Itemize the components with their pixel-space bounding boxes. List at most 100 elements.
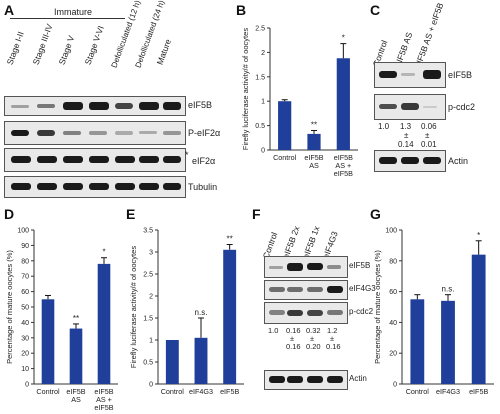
panel-c-blot: Control eIF5B AS eIF5B AS + eIF5B eIF5B … <box>368 0 500 205</box>
lane-label: Stage III-IV <box>30 22 55 67</box>
y-tick-label: 0.5 <box>255 123 265 130</box>
y-tick-label: 3 <box>149 250 153 257</box>
y-tick-label: 2.5 <box>255 26 265 33</box>
quant-pm: ± <box>404 131 409 140</box>
quant-value: 1.0 <box>268 326 279 335</box>
y-tick-label: 1 <box>261 99 265 106</box>
y-tick-label: 50 <box>21 305 29 312</box>
lane-label: Stage V <box>56 34 77 66</box>
quant-value: 0.01 <box>421 140 437 149</box>
lane-label: eIF5B AS + eIF5B <box>412 1 446 69</box>
y-tick-label: 40 <box>389 320 397 327</box>
panel-a-group-label: Immature <box>54 7 93 17</box>
y-tick-label: 2.5 <box>143 272 153 279</box>
y-tick-label: 3.5 <box>143 228 153 235</box>
x-tick-label: eIF5B <box>334 153 353 162</box>
blot-strip <box>4 121 186 145</box>
quant-value: 1.2 <box>327 326 338 335</box>
y-tick-label: 0 <box>261 148 265 155</box>
bar <box>165 340 179 384</box>
y-axis-label: Percentage of mature oocytes (%) <box>5 250 14 364</box>
bar <box>278 101 292 150</box>
y-tick-label: 1.5 <box>143 316 153 323</box>
blot-strip <box>374 94 446 120</box>
bar <box>441 300 455 384</box>
blot-row-label: P-eIF2α <box>188 128 221 138</box>
bar <box>194 337 208 384</box>
quant-value: 0.20 <box>306 342 321 351</box>
blot-strip <box>4 176 186 198</box>
x-tick-label: Control <box>273 153 297 162</box>
panel-label-g: G <box>370 206 381 222</box>
significance-label: ** <box>311 120 317 129</box>
quant-value: 0.14 <box>398 140 414 149</box>
y-tick-label: 60 <box>389 289 397 296</box>
quant-value: 0.16 <box>286 342 301 351</box>
blot-row-label: eIF5B <box>188 100 213 110</box>
bar <box>471 254 486 384</box>
lane-label: Stage I-II <box>4 30 26 67</box>
panel-label-e: E <box>126 206 136 222</box>
y-axis-label: Percentage of mature oocytes (%) <box>373 250 382 364</box>
y-tick-label: 0 <box>25 382 29 389</box>
quant-pm: ± <box>330 334 335 343</box>
blot-row-label: eIF5B <box>448 70 473 80</box>
lane-label: eIF5B 1x <box>300 224 322 260</box>
y-axis-label: Firefly luciferase activity/# of oocytes <box>241 28 250 150</box>
blot-strip <box>374 150 446 172</box>
bar <box>307 133 321 150</box>
blot-strip <box>4 148 186 172</box>
x-tick-label: eIF5B <box>334 169 353 178</box>
quant-pm: ± <box>425 131 430 140</box>
blot-strip <box>264 302 348 324</box>
panel-label-d: D <box>4 206 15 222</box>
chart-d: 0 10 20 30 40 50 60 70 80 90 100 Percentage of matu… <box>5 228 118 412</box>
significance-label: * <box>342 34 345 43</box>
chart-g: 0 20 40 60 80 100 Percentage of mature oocytes… <box>373 228 494 396</box>
blot-strip <box>264 370 348 390</box>
quant-pm: ± <box>310 334 315 343</box>
quant-value: 0.32 <box>306 326 321 335</box>
y-tick-label: 100 <box>17 228 29 235</box>
x-tick-label: eIF4G3 <box>436 387 460 396</box>
blot-row-label: Actin <box>349 374 367 383</box>
y-tick-label: 1 <box>149 338 153 345</box>
y-tick-label: 70 <box>21 274 29 281</box>
panel-f-blot: Control eIF5B 2x eIF5B 1x eIF4G3 eIF5B e… <box>250 206 376 414</box>
lane-label: Mature <box>154 37 174 66</box>
x-tick-label: eIF5B <box>304 153 323 162</box>
x-tick-label: AS <box>71 395 81 404</box>
y-tick-label: 1.5 <box>255 74 265 81</box>
significance-label: * <box>102 248 105 257</box>
x-tick-label: eIF5B <box>94 403 113 412</box>
x-tick-label: Control <box>36 387 60 396</box>
blot-row-label: Tubulin <box>188 182 218 192</box>
y-tick-label: 80 <box>21 258 29 265</box>
lane-label: eIF5B 2x <box>280 224 302 260</box>
x-tick-label: Control <box>406 387 430 396</box>
x-tick-label: eIF5B <box>66 387 85 396</box>
quant-value: 0.16 <box>286 326 301 335</box>
panel-a-group-bracket <box>10 18 125 19</box>
y-tick-label: 60 <box>21 289 29 296</box>
x-tick-label: AS + <box>335 161 351 170</box>
y-tick-label: 10 <box>21 366 29 373</box>
panel-label-f: F <box>252 206 261 222</box>
significance-label: n.s. <box>195 308 208 317</box>
panel-label-b: B <box>236 2 247 18</box>
y-tick-label: 20 <box>389 351 397 358</box>
x-tick-label: eIF5B <box>469 387 488 396</box>
x-tick-label: eIF5B <box>94 387 113 396</box>
panel-a-blot: Immature Stage I-II Stage III-IV Stage V… <box>0 0 230 205</box>
blot-strip <box>374 62 446 88</box>
x-tick-label: Control <box>161 387 185 396</box>
bar <box>41 299 55 384</box>
y-tick-label: 2 <box>261 50 265 57</box>
quant-value: 0.06 <box>421 122 437 131</box>
blot-row-label: eIF5B <box>349 261 371 270</box>
x-tick-label: eIF5B <box>220 387 239 396</box>
y-tick-label: 100 <box>385 228 397 235</box>
y-tick-label: 0 <box>393 382 397 389</box>
blot-row-label: eIF2α <box>192 156 216 166</box>
x-tick-label: AS <box>309 161 319 170</box>
